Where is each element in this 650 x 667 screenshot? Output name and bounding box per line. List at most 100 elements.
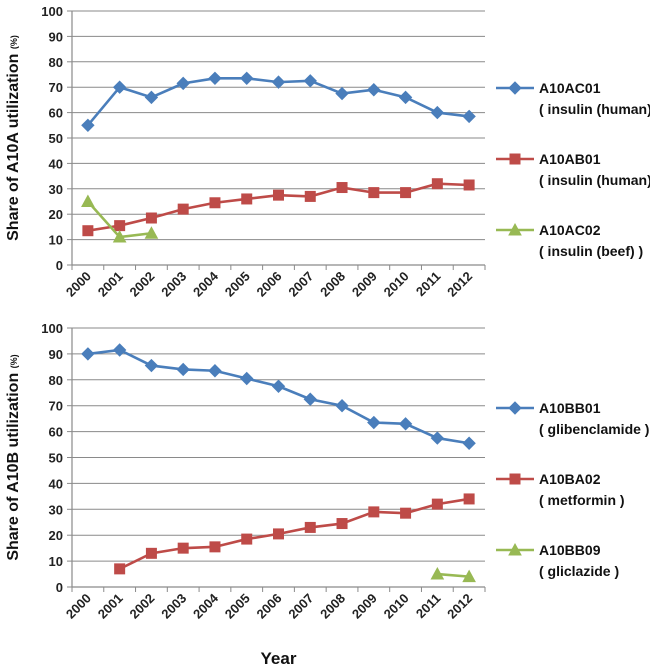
x-tick-label: 2000 [63, 591, 94, 622]
data-point-A10BA02 [368, 506, 380, 518]
data-point-A10BA02 [241, 533, 253, 545]
data-point-A10AB01 [82, 225, 94, 237]
legend-description: ( gliclazide ) [539, 563, 619, 579]
series-A10AB01 [82, 178, 475, 237]
data-point-A10AC01 [176, 76, 190, 91]
data-point-A10BB09 [430, 567, 445, 580]
data-point-A10BB01 [303, 392, 317, 406]
y-tick-label: 30 [49, 502, 63, 517]
data-point-A10BB01 [112, 343, 127, 357]
data-point-A10AC01 [112, 80, 127, 94]
data-point-A10AB01 [114, 220, 126, 232]
data-point-A10BA02 [463, 493, 475, 505]
legend-description: ( insulin (human) ) [539, 101, 650, 117]
legend-marker [508, 81, 522, 95]
x-tick-label: 2001 [95, 591, 126, 622]
legend-code: A10BA02 [539, 471, 601, 487]
legend-description: ( glibenclamide ) [539, 421, 649, 437]
x-tick-label: 2003 [158, 591, 189, 622]
data-point-A10BB01 [462, 436, 476, 450]
legend-code: A10AB01 [539, 151, 601, 167]
legend-marker [508, 401, 522, 415]
y-axis-title-unit: (%) [9, 354, 19, 368]
y-tick-label: 100 [41, 321, 63, 336]
legend-code: A10AC01 [539, 80, 601, 96]
y-tick-label: 90 [49, 347, 63, 362]
legend-code: A10BB09 [539, 542, 601, 558]
data-point-A10BB01 [144, 358, 159, 373]
y-tick-label: 50 [49, 131, 63, 146]
y-tick-label: 60 [49, 106, 63, 121]
legend-marker [509, 473, 521, 485]
data-point-A10AB01 [368, 187, 380, 199]
x-tick-label: 2005 [222, 591, 253, 622]
y-tick-label: 0 [56, 580, 63, 595]
series-A10BB01 [81, 343, 476, 450]
data-point-A10AB01 [431, 178, 443, 190]
y-tick-label: 10 [49, 554, 63, 569]
y-tick-label: 60 [49, 425, 63, 440]
x-tick-label: 2008 [317, 269, 348, 300]
y-tick-label: 90 [49, 29, 63, 44]
x-axis-title: Year [261, 649, 297, 667]
data-point-A10AC01 [303, 74, 317, 88]
series-A10AC02 [81, 194, 159, 243]
data-point-A10BB09 [462, 569, 476, 583]
data-point-A10AB01 [304, 190, 316, 202]
data-point-A10BA02 [177, 542, 189, 554]
data-point-A10BA02 [304, 521, 316, 533]
series-A10BB09 [430, 567, 476, 583]
data-point-A10BB01 [335, 398, 349, 413]
x-tick-label: 2005 [222, 269, 253, 300]
data-point-A10BA02 [114, 563, 126, 575]
data-point-A10AB01 [336, 182, 348, 194]
x-tick-label: 2006 [254, 269, 285, 300]
x-tick-label: 2002 [126, 591, 157, 622]
data-point-A10AB01 [145, 212, 157, 224]
y-tick-label: 20 [49, 207, 63, 222]
x-tick-label: 2008 [317, 591, 348, 622]
x-tick-label: 2012 [444, 269, 475, 300]
series-line-A10BB09 [437, 572, 470, 578]
x-tick-label: 2003 [158, 269, 189, 300]
x-tick-label: 2011 [413, 591, 444, 622]
data-point-A10BA02 [209, 541, 221, 553]
x-tick-label: 2006 [254, 591, 285, 622]
x-tick-label: 2000 [63, 269, 94, 300]
legend-entry-A10BA02: A10BA02 ( metformin ) [496, 471, 625, 508]
data-point-A10BB01 [81, 347, 95, 361]
legend-description: ( insulin (human) ) [539, 172, 650, 188]
data-point-A10BA02 [431, 498, 443, 510]
data-point-A10AB01 [273, 189, 284, 201]
x-tick-label: 2012 [444, 591, 475, 622]
x-tick-label: 2009 [349, 269, 380, 300]
x-tick-label: 2001 [95, 269, 126, 300]
y-tick-label: 70 [49, 80, 63, 95]
y-tick-label: 40 [49, 476, 63, 491]
y-tick-label: 100 [41, 4, 63, 19]
legend-entry-A10AC02: A10AC02 ( insulin (beef) ) [496, 222, 643, 259]
data-point-A10BB01 [398, 417, 413, 431]
legend-entry-A10AC01: A10AC01 ( insulin (human) ) [496, 80, 650, 117]
legend-entry-A10BB09: A10BB09 ( gliclazide ) [496, 542, 619, 579]
data-point-A10AB01 [209, 197, 221, 209]
x-tick-label: 2010 [381, 591, 412, 622]
data-point-A10AC02 [112, 230, 127, 243]
y-axis-title: Share of A10A utilization (%) [5, 35, 22, 241]
data-point-A10BB01 [367, 415, 381, 430]
y-axis-title-unit: (%) [9, 35, 19, 49]
x-tick-label: 2007 [285, 269, 316, 300]
legend-entry-A10BB01: A10BB01 ( glibenclamide ) [496, 400, 649, 437]
data-point-A10AB01 [463, 179, 475, 191]
legend-code: A10BB01 [539, 400, 601, 416]
data-point-A10BA02 [336, 518, 348, 530]
x-tick-label: 2002 [126, 269, 157, 300]
legend-marker [508, 222, 522, 236]
data-point-A10AC01 [81, 118, 95, 133]
data-point-A10BA02 [400, 507, 412, 519]
y-axis-title-text: Share of A10A utilization [5, 49, 22, 241]
data-point-A10AB01 [400, 187, 412, 199]
